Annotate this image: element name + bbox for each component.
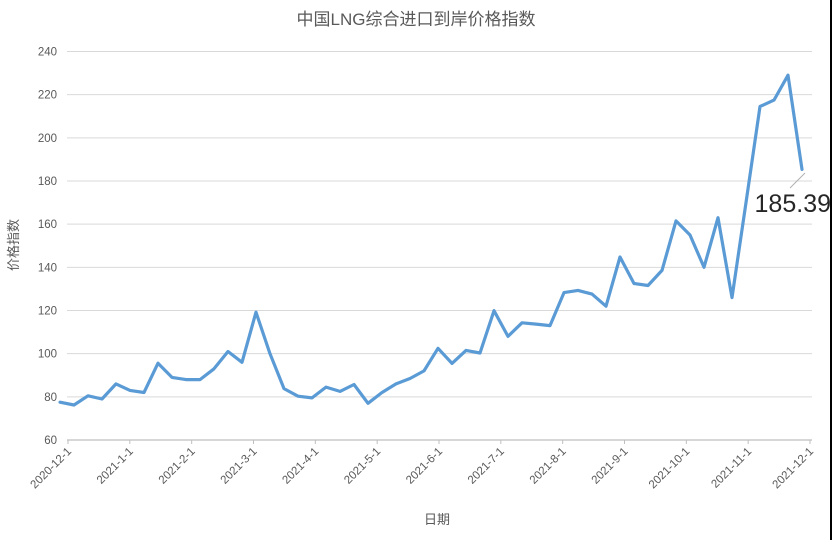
y-tick-label: 220 [38,90,57,102]
y-tick-label: 180 [38,176,57,188]
x-tick-label: 2021-12-1 [771,446,817,492]
axis-layer [67,439,812,444]
y-tick-label: 200 [38,133,57,145]
y-tick-label: 140 [38,262,57,274]
chart-title: 中国LNG综合进口到岸价格指数 [297,10,536,29]
y-tick-label: 80 [44,392,57,404]
x-tick-label: 2021-9-1 [590,446,631,487]
annotation-leader-line [789,172,806,189]
x-tick-label: 2021-10-1 [647,446,693,492]
x-axis-title: 日期 [424,512,450,527]
x-tick-label: 2021-5-1 [342,446,383,487]
y-tick-label: 60 [44,435,57,447]
x-tick-label: 2021-4-1 [280,446,321,487]
label-layer: 60 80 100 120 140 160 180 200 220 240 2020-12-1 202… [29,47,817,492]
data-label-last-value: 185.39 [755,190,831,218]
x-tick-label: 2021-2-1 [157,446,198,487]
x-tick-label: 2021-7-1 [466,446,507,487]
series-layer [58,73,804,407]
x-tick-label: 2021-6-1 [404,446,445,487]
y-tick-label: 120 [38,306,57,318]
grid-layer [67,51,812,398]
y-tick-label: 240 [38,47,57,59]
price-index-line [58,73,804,407]
x-tick-label: 2021-3-1 [219,446,260,487]
y-axis-title: 价格指数 [6,219,21,271]
x-tick-label: 2021-1-1 [95,446,136,487]
y-tick-label: 160 [38,219,57,231]
x-tick-label: 2021-11-1 [709,446,754,491]
y-tick-label: 100 [38,349,57,361]
x-tick-label: 2020-12-1 [29,446,75,492]
x-tick-label: 2021-8-1 [528,446,569,487]
